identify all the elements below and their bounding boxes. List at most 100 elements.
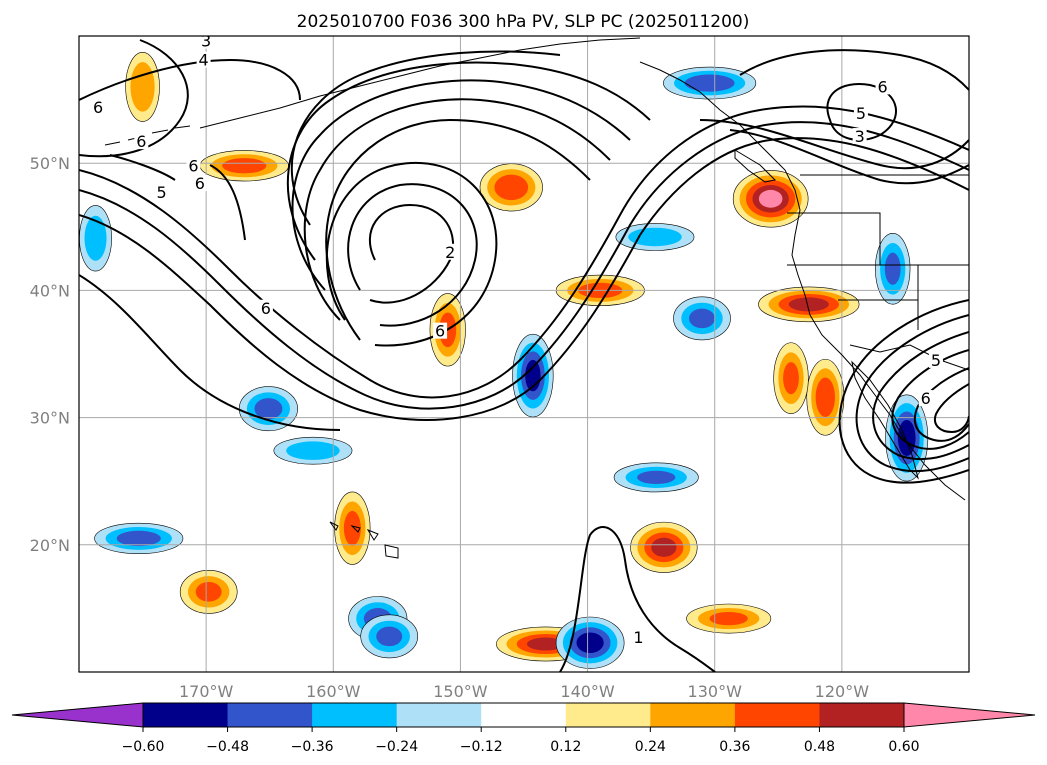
pv-level-fill [576,632,604,654]
contour-label-background [443,243,458,260]
contour-label: 6 [435,322,445,341]
contour-label: 6 [877,77,887,96]
coastline-north-america [639,61,966,501]
longitude-tick-label: 120°W [815,682,870,701]
colorbar-tick-label: −0.12 [460,739,503,755]
longitude-tick-label: 160°W [306,682,361,701]
slp-contour [286,61,651,261]
pv-level-fill [783,362,799,395]
slp-contour [325,118,591,341]
pv-anomaly [806,358,845,436]
contour-label-background [91,98,106,115]
colorbar-tick-label: 0.60 [888,739,919,755]
pv-level-fill [651,537,677,557]
contour-label: 3 [201,32,211,51]
colorbar-segment [819,703,905,727]
pv-level-fill [689,308,715,329]
gridlines [79,36,969,672]
colorbar-segment [312,703,398,727]
slp-contour [838,299,969,484]
border-states-west [787,212,969,330]
pv-anomaly [94,522,184,555]
contour-label-background [154,184,169,200]
colorbar-under-extension [11,702,144,728]
colorbar-tick-label: 0.12 [550,739,581,755]
pv-level-fill [130,62,155,112]
pv-anomaly [630,521,698,573]
pv-anomaly [673,296,731,341]
slp-contour [347,183,478,327]
contour-label: 6 [921,389,931,408]
pv-level-fill [286,441,340,460]
contour-label-background [186,157,201,174]
pv-level-fill [684,74,735,92]
pv-anomaly [885,394,929,482]
colorbar-segment [143,703,229,727]
contour-label: 4 [199,51,209,70]
longitude-tick-label: 130°W [688,682,743,701]
contour-label: 2 [445,243,455,262]
pv-level-fill [758,189,783,208]
coastline-baja [851,360,919,480]
contour-label: 5 [856,104,866,123]
pv-level-fill [376,626,403,647]
contour-label-background [134,133,149,150]
pv-anomaly [479,163,543,212]
colorbar-tick-label: 0.24 [635,739,666,755]
pv-level-fill [526,637,565,651]
contour-label: 3 [855,127,865,146]
colorbar-tick-label: 0.48 [804,739,835,755]
latitude-tick-label: 30°N [30,409,70,428]
contour-label-background [928,351,943,368]
pv-level-fill [116,530,161,547]
pv-anomaly [360,614,419,659]
pv-anomaly [875,233,911,305]
slp-contour [729,129,969,185]
pv-anomaly [686,603,772,634]
colorbar-segment [396,703,482,727]
slp-contours [79,39,969,672]
pv-anomaly [334,491,371,565]
slp-contour [79,121,969,410]
hawaii-islands [329,521,399,559]
pv-level-fill [709,611,748,626]
slp-contour [826,83,897,141]
slp-contour [872,331,969,461]
slp-contour [559,526,716,672]
slp-contour [79,274,341,431]
colorbar-over-extension [903,702,1036,728]
slp-contour [369,203,455,304]
colorbar-segment [227,703,313,727]
slp-contour [325,162,498,347]
colorbar-segment [650,703,736,727]
colorbar-segment [734,703,820,727]
pv-level-fill [343,510,361,546]
contour-label: 5 [931,351,941,370]
pv-level-fill [494,174,529,201]
border-us-mexico [849,344,969,371]
contour-label-background [918,390,933,407]
longitude-tick-label: 150°W [433,682,488,701]
colorbar-tick-label: 0.36 [719,739,750,755]
latitude-tick-labels: 20°N 30°N 40°N 50°N [30,154,70,555]
slp-contour [290,50,561,226]
colorbar-frame [142,702,905,728]
contour-label: 6 [93,98,103,117]
slp-contour [79,58,301,101]
coastline-alaska-south [199,37,641,129]
contour-label: 6 [261,299,271,318]
latitude-tick-label: 50°N [30,154,70,173]
map-border [78,35,970,673]
contour-label: 6 [195,174,205,193]
colorbar-segment [565,703,651,727]
vancouver-island [734,149,777,183]
slp-contour [913,367,969,442]
colorbar: −0.60 −0.48 −0.36 −0.24 −0.12 0.12 0.24 0.36 0.4… [11,702,1036,755]
colorbar-segment [481,703,567,727]
slp-contour [739,49,969,91]
contour-label: 1 [633,628,643,647]
colorbar-tick-label: −0.48 [206,739,249,755]
slp-contour [934,383,969,434]
